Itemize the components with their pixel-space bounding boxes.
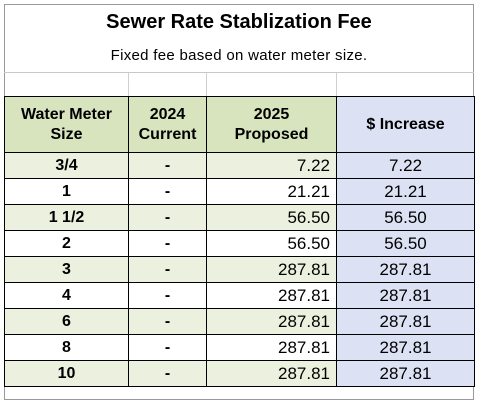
- cell-proposed: 287.81: [206, 282, 337, 309]
- header-current-line2: Current: [138, 125, 197, 143]
- cell-size: 1: [4, 178, 129, 205]
- cell-increase: 287.81: [336, 282, 475, 309]
- header-meter-size: Water Meter Size: [4, 96, 129, 153]
- cell-current: -: [128, 334, 207, 361]
- header-proposed-line1: 2025: [253, 105, 290, 123]
- cell-size: 8: [4, 334, 129, 361]
- cell-current: -: [128, 204, 207, 231]
- page-subtitle: Fixed fee based on water meter size.: [110, 47, 368, 64]
- table-row: 6 - 287.81 287.81: [4, 308, 475, 335]
- header-current-line1: 2024: [149, 105, 186, 123]
- cell-size: 6: [4, 308, 129, 335]
- table-row: 10 - 287.81 287.81: [4, 360, 475, 387]
- cell-size: 10: [4, 360, 129, 387]
- cell-size: 4: [4, 282, 129, 309]
- cell-size: 1 1/2: [4, 204, 129, 231]
- table-row: 8 - 287.81 287.81: [4, 334, 475, 361]
- cell-proposed: 56.50: [206, 230, 337, 257]
- cell-proposed: 287.81: [206, 256, 337, 283]
- table-row: 3/4 - 7.22 7.22: [4, 152, 475, 179]
- cell-current: -: [128, 178, 207, 205]
- cell-current: -: [128, 360, 207, 387]
- header-current: 2024 Current: [128, 96, 207, 153]
- cell-proposed: 287.81: [206, 308, 337, 335]
- cell-proposed: 56.50: [206, 204, 337, 231]
- table-row: 4 - 287.81 287.81: [4, 282, 475, 309]
- cell-current: -: [128, 282, 207, 309]
- table-row: 2 - 56.50 56.50: [4, 230, 475, 257]
- page-title: Sewer Rate Stablization Fee: [106, 11, 372, 33]
- cell-increase: 7.22: [336, 152, 475, 179]
- cell-size: 3: [4, 256, 129, 283]
- cell-proposed: 287.81: [206, 360, 337, 387]
- cell-increase: 56.50: [336, 230, 475, 257]
- cell-proposed: 21.21: [206, 178, 337, 205]
- cell-current: -: [128, 308, 207, 335]
- header-proposed-line2: Proposed: [234, 125, 309, 143]
- cell-increase: 287.81: [336, 256, 475, 283]
- table-row: 1 1/2 - 56.50 56.50: [4, 204, 475, 231]
- header-increase: $ Increase: [336, 96, 475, 153]
- table-row: 1 - 21.21 21.21: [4, 178, 475, 205]
- cell-increase: 287.81: [336, 334, 475, 361]
- header-proposed: 2025 Proposed: [206, 96, 337, 153]
- cell-proposed: 7.22: [206, 152, 337, 179]
- table-row: 3 - 287.81 287.81: [4, 256, 475, 283]
- cell-current: -: [128, 256, 207, 283]
- cell-proposed: 287.81: [206, 334, 337, 361]
- cell-size: 3/4: [4, 152, 129, 179]
- cell-current: -: [128, 152, 207, 179]
- cell-increase: 21.21: [336, 178, 475, 205]
- cell-current: -: [128, 230, 207, 257]
- header-meter-size-line2: Size: [50, 125, 83, 143]
- cell-increase: 287.81: [336, 360, 475, 387]
- cell-increase: 287.81: [336, 308, 475, 335]
- fee-table: Water Meter Size 2024 Current 2025 Propo…: [4, 96, 475, 387]
- cell-size: 2: [4, 230, 129, 257]
- header-meter-size-line1: Water Meter: [21, 105, 112, 123]
- empty-grid-row: [4, 72, 474, 97]
- cell-increase: 56.50: [336, 204, 475, 231]
